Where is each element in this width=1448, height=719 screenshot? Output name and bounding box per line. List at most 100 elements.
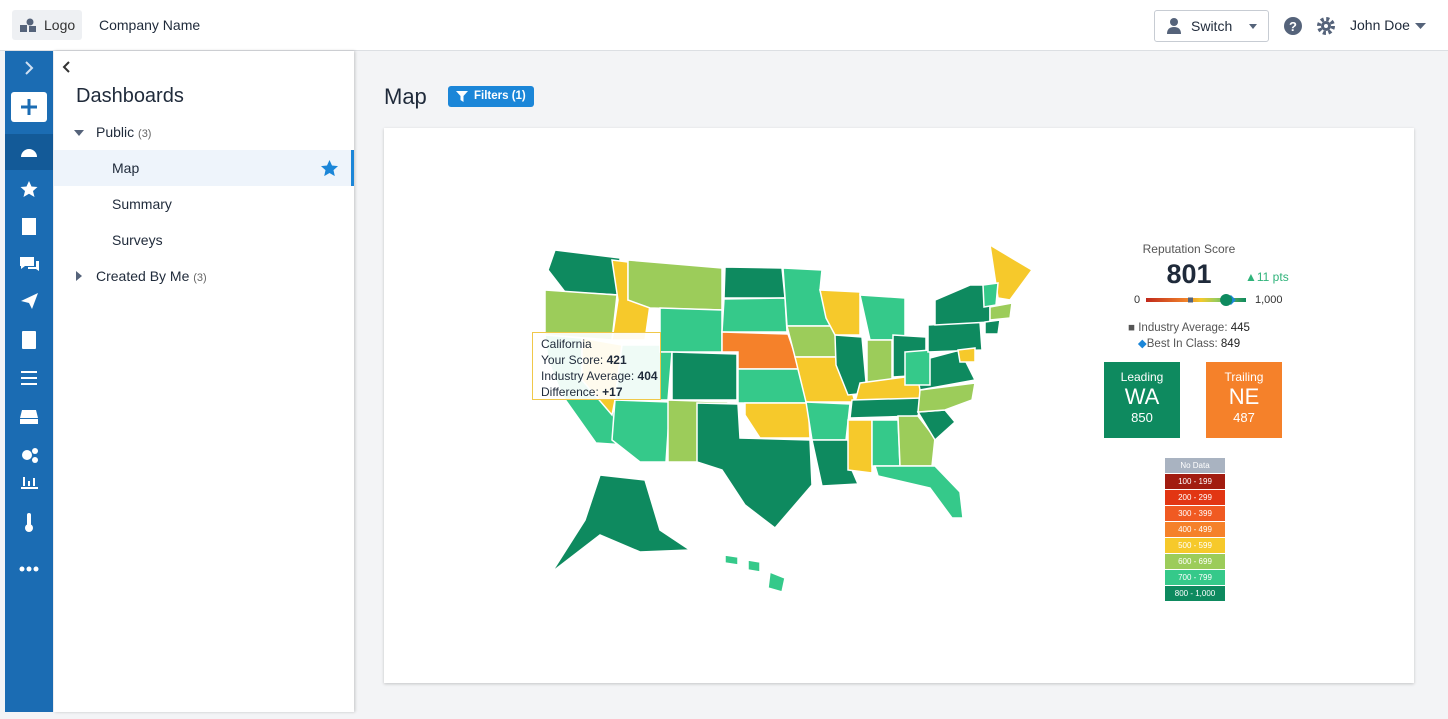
state	[627, 259, 723, 311]
state	[904, 349, 931, 386]
logo[interactable]: Logo	[12, 10, 82, 40]
trailing-state: NE	[1228, 384, 1260, 409]
legend-item: No Data	[1165, 458, 1225, 473]
state	[989, 302, 1013, 321]
tooltip-label: Difference:	[541, 385, 599, 399]
state	[723, 266, 786, 299]
switch-button[interactable]: Switch	[1154, 10, 1269, 42]
trailing-card: Trailing NE 487	[1206, 362, 1282, 438]
leading-state: WA	[1124, 384, 1160, 409]
group-label: Created By Me	[96, 268, 190, 284]
state	[849, 397, 923, 419]
industry-average: ■ Industry Average: 445	[1128, 322, 1250, 334]
state	[871, 419, 901, 467]
expand-icon	[76, 271, 82, 281]
tooltip-value: +17	[602, 385, 623, 399]
state	[819, 289, 861, 336]
state	[659, 307, 723, 353]
dashboard-item[interactable]: Surveys	[112, 232, 163, 248]
caret	[1415, 23, 1426, 29]
ia-label: Industry Average:	[1138, 322, 1228, 334]
tooltip: California Your Score: 421 Industry Aver…	[532, 332, 661, 400]
state	[611, 399, 671, 463]
gauge-max: 1,000	[1255, 294, 1283, 306]
state	[982, 282, 999, 308]
map-card: California Your Score: 421 Industry Aver…	[384, 128, 1414, 683]
legend-item: 200 - 299	[1165, 490, 1225, 505]
tooltip-state: California	[541, 337, 592, 351]
header: Logo Company Name Switch ? John Doe	[0, 0, 1448, 51]
state	[989, 243, 1034, 301]
leading-label: Leading	[1120, 370, 1164, 384]
selected-row	[54, 150, 354, 186]
legend-item: 300 - 399	[1165, 506, 1225, 521]
gauge	[1146, 294, 1246, 306]
settings-icon[interactable]	[1316, 16, 1336, 36]
gauge-min: 0	[1134, 294, 1141, 306]
user-icon	[1167, 18, 1181, 34]
score-change: ▲11 pts	[1245, 270, 1289, 284]
sidebar-title: Dashboards	[76, 85, 184, 107]
state	[724, 554, 739, 566]
switch-label: Switch	[1191, 18, 1233, 34]
collapse-icon[interactable]	[62, 61, 72, 73]
state	[811, 439, 860, 487]
state	[859, 294, 906, 341]
company-name: Company Name	[99, 17, 201, 33]
legend-item: 700 - 799	[1165, 570, 1225, 585]
state	[934, 284, 991, 326]
tooltip-label: Industry Average:	[541, 369, 635, 383]
group-created[interactable]: Created By Me (3)	[74, 268, 207, 284]
filters-label: Filters (1)	[474, 90, 526, 102]
leading-value: 850	[1131, 410, 1153, 425]
color-legend: No Data 100 - 199 200 - 299 300 - 399 400 - …	[1165, 458, 1225, 602]
filters-button[interactable]: Filters (1)	[448, 86, 534, 107]
state	[737, 368, 809, 404]
state	[551, 474, 693, 573]
trailing-label: Trailing	[1224, 370, 1264, 384]
page-title: Map	[384, 84, 427, 109]
legend-item: 500 - 599	[1165, 538, 1225, 553]
legend-item: 100 - 199	[1165, 474, 1225, 489]
state	[873, 465, 964, 519]
group-count: (3)	[193, 272, 207, 284]
expand-icon	[74, 130, 84, 136]
state	[547, 249, 621, 296]
user-name[interactable]: John Doe	[1350, 17, 1410, 33]
ia-value: 445	[1230, 322, 1250, 334]
score-value: 801	[1166, 259, 1212, 289]
bic-label: Best In Class:	[1146, 338, 1218, 350]
state	[917, 382, 976, 413]
legend-item: 400 - 499	[1165, 522, 1225, 537]
trailing-value: 487	[1233, 410, 1255, 425]
nav-rail	[5, 51, 53, 712]
group-count: (3)	[138, 128, 152, 140]
svg-text:?: ?	[1289, 19, 1297, 34]
logo-text: Logo	[44, 17, 76, 33]
state	[744, 402, 811, 439]
filter-icon	[456, 91, 468, 102]
state	[671, 351, 738, 401]
score-change-value: 11 pts	[1256, 270, 1289, 284]
nav-icons	[5, 61, 53, 572]
favorite-star[interactable]	[321, 160, 338, 176]
state	[984, 319, 1001, 335]
state	[957, 347, 976, 363]
logo-icon	[20, 18, 36, 32]
dashboard-item[interactable]: Summary	[112, 196, 172, 212]
gauge-bar	[1146, 298, 1246, 302]
help-icon[interactable]: ?	[1283, 16, 1303, 36]
dashboard-item[interactable]: Map	[112, 160, 140, 176]
leading-card: Leading WA 850	[1104, 362, 1180, 438]
group-label: Public	[96, 124, 135, 140]
state	[767, 570, 786, 593]
score-marker	[1220, 294, 1233, 306]
state	[847, 419, 873, 474]
tooltip-value: 404	[637, 369, 658, 383]
caret	[1249, 24, 1257, 29]
state	[721, 297, 788, 333]
bic-value: 849	[1220, 338, 1241, 350]
score-label: Reputation Score	[1142, 242, 1236, 256]
group-public[interactable]: Public (3)	[74, 124, 151, 140]
